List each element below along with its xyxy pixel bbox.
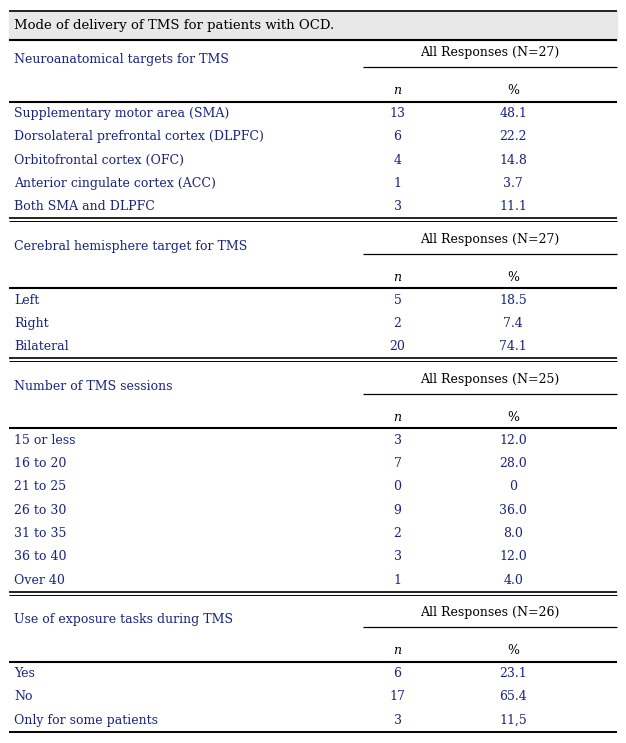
Text: 26 to 30: 26 to 30 [14, 504, 67, 516]
Text: 74.1: 74.1 [500, 340, 527, 353]
Text: 36.0: 36.0 [500, 504, 527, 516]
Text: 12.0: 12.0 [500, 551, 527, 563]
Text: Only for some patients: Only for some patients [14, 714, 158, 727]
Text: Yes: Yes [14, 667, 35, 680]
Text: All Responses (⁠N=26): All Responses (⁠N=26) [420, 606, 560, 620]
Text: Neuroanatomical targets for TMS: Neuroanatomical targets for TMS [14, 53, 229, 66]
Text: 6: 6 [394, 130, 401, 143]
Text: n: n [394, 411, 401, 424]
Text: 36 to 40: 36 to 40 [14, 551, 67, 563]
Text: 48.1: 48.1 [500, 107, 527, 120]
Text: 5: 5 [394, 293, 401, 307]
Text: 28.0: 28.0 [500, 457, 527, 470]
Text: Over 40: Over 40 [14, 574, 65, 587]
Text: 17: 17 [389, 690, 406, 704]
Text: 11.1: 11.1 [500, 201, 527, 213]
Text: 3: 3 [394, 201, 401, 213]
Text: Orbitofrontal cortex (OFC): Orbitofrontal cortex (OFC) [14, 154, 185, 166]
Text: 23.1: 23.1 [500, 667, 527, 680]
Text: Both SMA and DLPFC: Both SMA and DLPFC [14, 201, 155, 213]
Text: 2: 2 [394, 317, 401, 330]
Text: 7.4: 7.4 [503, 317, 523, 330]
Text: n: n [394, 84, 401, 97]
Text: 0: 0 [394, 480, 401, 493]
Text: Bilateral: Bilateral [14, 340, 69, 353]
Text: 14.8: 14.8 [500, 154, 527, 166]
Text: 6: 6 [394, 667, 401, 680]
Text: 9: 9 [394, 504, 401, 516]
Text: 13: 13 [389, 107, 406, 120]
Text: 12.0: 12.0 [500, 434, 527, 447]
Text: %: % [507, 644, 520, 658]
Text: All Responses (⁠N=27): All Responses (⁠N=27) [420, 46, 560, 59]
Text: All Responses (⁠N=27): All Responses (⁠N=27) [420, 233, 560, 246]
Text: Left: Left [14, 293, 39, 307]
Text: 11,5: 11,5 [500, 714, 527, 727]
Text: Use of exposure tasks during TMS: Use of exposure tasks during TMS [14, 614, 233, 626]
Text: Right: Right [14, 317, 49, 330]
Text: %: % [507, 84, 520, 97]
Text: 3.7: 3.7 [503, 177, 523, 190]
Text: 21 to 25: 21 to 25 [14, 480, 66, 493]
Text: 7: 7 [394, 457, 401, 470]
Text: Cerebral hemisphere target for TMS: Cerebral hemisphere target for TMS [14, 240, 248, 253]
Text: 4.0: 4.0 [503, 574, 523, 587]
Text: 1: 1 [394, 574, 401, 587]
Text: 2: 2 [394, 527, 401, 540]
Text: n: n [394, 271, 401, 284]
Text: All Responses (⁠N=25): All Responses (⁠N=25) [420, 373, 560, 386]
Text: Number of TMS sessions: Number of TMS sessions [14, 380, 173, 393]
Text: Anterior cingulate cortex (ACC): Anterior cingulate cortex (ACC) [14, 177, 216, 190]
Text: 20: 20 [389, 340, 406, 353]
Text: 15 or less: 15 or less [14, 434, 76, 447]
Text: 65.4: 65.4 [500, 690, 527, 704]
Text: n: n [394, 644, 401, 658]
Text: 31 to 35: 31 to 35 [14, 527, 67, 540]
Text: 3: 3 [394, 551, 401, 563]
Text: 18.5: 18.5 [500, 293, 527, 307]
Text: 1: 1 [394, 177, 401, 190]
Text: 4: 4 [394, 154, 401, 166]
Text: Supplementary motor area (SMA): Supplementary motor area (SMA) [14, 107, 230, 120]
Text: Dorsolateral prefrontal cortex (DLPFC): Dorsolateral prefrontal cortex (DLPFC) [14, 130, 264, 143]
Text: 8.0: 8.0 [503, 527, 523, 540]
Text: 0: 0 [510, 480, 517, 493]
Text: Mode of delivery of TMS for patients with OCD.: Mode of delivery of TMS for patients wit… [14, 19, 335, 32]
Text: No: No [14, 690, 33, 704]
Text: %: % [507, 411, 520, 424]
Text: 3: 3 [394, 434, 401, 447]
Text: 22.2: 22.2 [500, 130, 527, 143]
Text: 16 to 20: 16 to 20 [14, 457, 67, 470]
Text: %: % [507, 271, 520, 284]
Text: 3: 3 [394, 714, 401, 727]
